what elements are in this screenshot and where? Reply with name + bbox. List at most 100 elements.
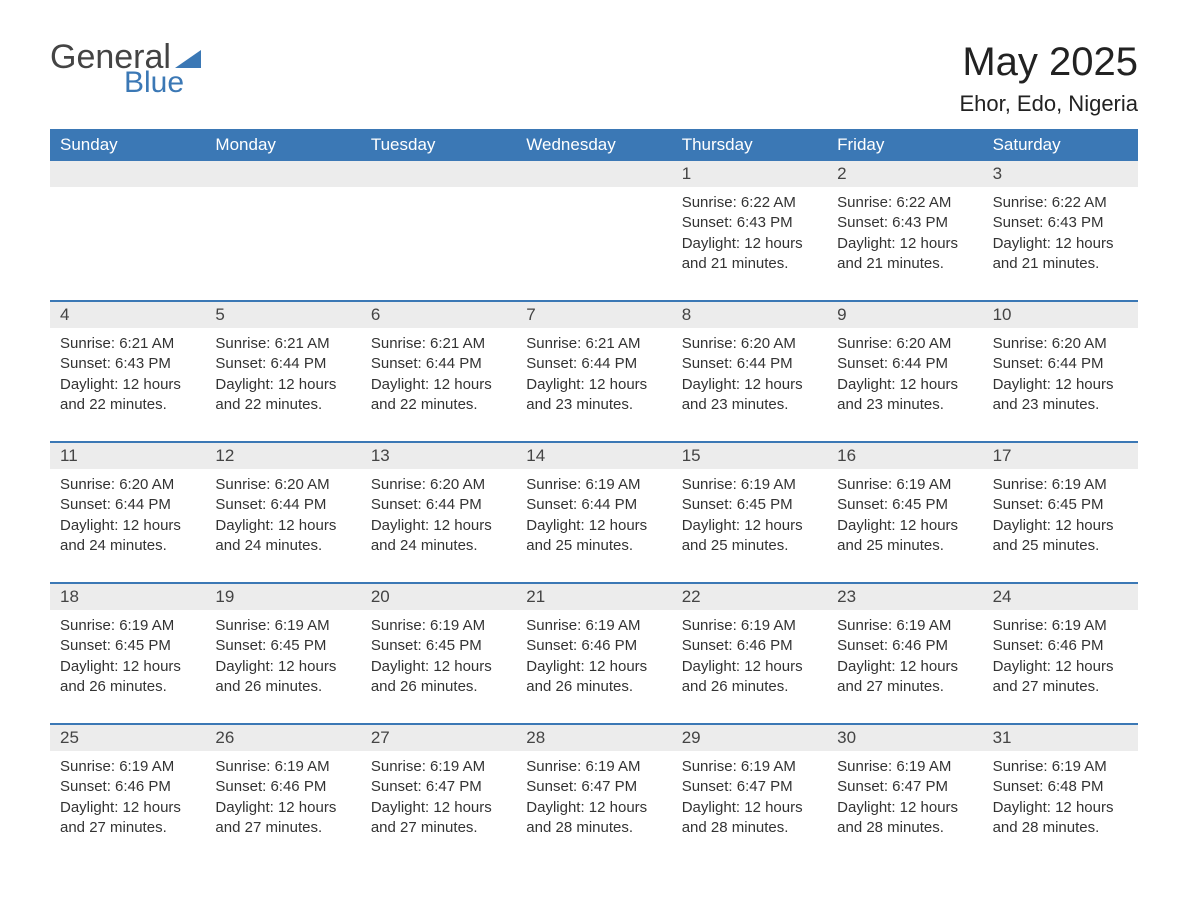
sunrise-line: Sunrise: 6:22 AM — [833, 193, 976, 213]
daylight-line: Daylight: 12 hours and 25 minutes. — [522, 516, 665, 557]
sunset-line: Sunset: 6:46 PM — [833, 636, 976, 656]
date-number: 30 — [827, 725, 982, 751]
sunrise-line: Sunrise: 6:20 AM — [211, 475, 354, 495]
day-cell: 28Sunrise: 6:19 AMSunset: 6:47 PMDayligh… — [516, 725, 671, 846]
sunrise-line: Sunrise: 6:20 AM — [833, 334, 976, 354]
logo: General Blue — [50, 40, 201, 98]
daylight-line: Daylight: 12 hours and 26 minutes. — [367, 657, 510, 698]
sunrise-line: Sunrise: 6:19 AM — [211, 757, 354, 777]
sunrise-line: Sunrise: 6:19 AM — [678, 757, 821, 777]
sunrise-line: Sunrise: 6:19 AM — [56, 616, 199, 636]
date-number: 21 — [516, 584, 671, 610]
daylight-line: Daylight: 12 hours and 23 minutes. — [678, 375, 821, 416]
daylight-line: Daylight: 12 hours and 21 minutes. — [678, 234, 821, 275]
day-cell: 31Sunrise: 6:19 AMSunset: 6:48 PMDayligh… — [983, 725, 1138, 846]
empty-date-band — [205, 161, 360, 187]
sunset-line: Sunset: 6:43 PM — [833, 213, 976, 233]
daylight-line: Daylight: 12 hours and 25 minutes. — [989, 516, 1132, 557]
date-number: 25 — [50, 725, 205, 751]
sunrise-line: Sunrise: 6:21 AM — [367, 334, 510, 354]
day-cell: 15Sunrise: 6:19 AMSunset: 6:45 PMDayligh… — [672, 443, 827, 564]
day-cell: 17Sunrise: 6:19 AMSunset: 6:45 PMDayligh… — [983, 443, 1138, 564]
daylight-line: Daylight: 12 hours and 21 minutes. — [833, 234, 976, 275]
daylight-line: Daylight: 12 hours and 28 minutes. — [678, 798, 821, 839]
day-cell: 12Sunrise: 6:20 AMSunset: 6:44 PMDayligh… — [205, 443, 360, 564]
daylight-line: Daylight: 12 hours and 27 minutes. — [833, 657, 976, 698]
week-row: 25Sunrise: 6:19 AMSunset: 6:46 PMDayligh… — [50, 723, 1138, 846]
dow-cell: Sunday — [50, 129, 205, 161]
location-text: Ehor, Edo, Nigeria — [959, 91, 1138, 117]
day-cell: 7Sunrise: 6:21 AMSunset: 6:44 PMDaylight… — [516, 302, 671, 423]
date-number: 8 — [672, 302, 827, 328]
day-cell — [205, 161, 360, 282]
date-number: 17 — [983, 443, 1138, 469]
sunset-line: Sunset: 6:44 PM — [367, 495, 510, 515]
sunset-line: Sunset: 6:47 PM — [367, 777, 510, 797]
date-number: 15 — [672, 443, 827, 469]
dow-cell: Tuesday — [361, 129, 516, 161]
daylight-line: Daylight: 12 hours and 28 minutes. — [989, 798, 1132, 839]
sunset-line: Sunset: 6:45 PM — [678, 495, 821, 515]
day-cell: 6Sunrise: 6:21 AMSunset: 6:44 PMDaylight… — [361, 302, 516, 423]
week-row: 4Sunrise: 6:21 AMSunset: 6:43 PMDaylight… — [50, 300, 1138, 423]
date-number: 29 — [672, 725, 827, 751]
sunrise-line: Sunrise: 6:19 AM — [522, 616, 665, 636]
sunset-line: Sunset: 6:44 PM — [211, 495, 354, 515]
daylight-line: Daylight: 12 hours and 27 minutes. — [989, 657, 1132, 698]
date-number: 1 — [672, 161, 827, 187]
day-cell: 30Sunrise: 6:19 AMSunset: 6:47 PMDayligh… — [827, 725, 982, 846]
sunrise-line: Sunrise: 6:22 AM — [678, 193, 821, 213]
sunrise-line: Sunrise: 6:19 AM — [989, 475, 1132, 495]
sunrise-line: Sunrise: 6:19 AM — [56, 757, 199, 777]
day-cell: 2Sunrise: 6:22 AMSunset: 6:43 PMDaylight… — [827, 161, 982, 282]
day-cell: 18Sunrise: 6:19 AMSunset: 6:45 PMDayligh… — [50, 584, 205, 705]
date-number: 20 — [361, 584, 516, 610]
date-number: 26 — [205, 725, 360, 751]
sunset-line: Sunset: 6:44 PM — [367, 354, 510, 374]
day-cell: 27Sunrise: 6:19 AMSunset: 6:47 PMDayligh… — [361, 725, 516, 846]
day-cell: 5Sunrise: 6:21 AMSunset: 6:44 PMDaylight… — [205, 302, 360, 423]
day-cell: 4Sunrise: 6:21 AMSunset: 6:43 PMDaylight… — [50, 302, 205, 423]
day-cell: 25Sunrise: 6:19 AMSunset: 6:46 PMDayligh… — [50, 725, 205, 846]
day-cell: 24Sunrise: 6:19 AMSunset: 6:46 PMDayligh… — [983, 584, 1138, 705]
date-number: 4 — [50, 302, 205, 328]
sunset-line: Sunset: 6:47 PM — [833, 777, 976, 797]
date-number: 19 — [205, 584, 360, 610]
day-cell: 13Sunrise: 6:20 AMSunset: 6:44 PMDayligh… — [361, 443, 516, 564]
date-number: 7 — [516, 302, 671, 328]
sunrise-line: Sunrise: 6:19 AM — [522, 475, 665, 495]
date-number: 11 — [50, 443, 205, 469]
daylight-line: Daylight: 12 hours and 22 minutes. — [211, 375, 354, 416]
day-cell: 9 Sunrise: 6:20 AMSunset: 6:44 PMDaylight… — [827, 302, 982, 423]
sunset-line: Sunset: 6:47 PM — [522, 777, 665, 797]
week-row: 11Sunrise: 6:20 AMSunset: 6:44 PMDayligh… — [50, 441, 1138, 564]
sunset-line: Sunset: 6:43 PM — [989, 213, 1132, 233]
day-cell: 1Sunrise: 6:22 AMSunset: 6:43 PMDaylight… — [672, 161, 827, 282]
sunset-line: Sunset: 6:44 PM — [833, 354, 976, 374]
dow-cell: Wednesday — [516, 129, 671, 161]
sunset-line: Sunset: 6:44 PM — [989, 354, 1132, 374]
sunrise-line: Sunrise: 6:22 AM — [989, 193, 1132, 213]
date-number: 16 — [827, 443, 982, 469]
day-cell: 23Sunrise: 6:19 AMSunset: 6:46 PMDayligh… — [827, 584, 982, 705]
sunset-line: Sunset: 6:44 PM — [56, 495, 199, 515]
daylight-line: Daylight: 12 hours and 24 minutes. — [211, 516, 354, 557]
daylight-line: Daylight: 12 hours and 26 minutes. — [56, 657, 199, 698]
sunrise-line: Sunrise: 6:19 AM — [833, 475, 976, 495]
daylight-line: Daylight: 12 hours and 23 minutes. — [833, 375, 976, 416]
day-cell: 3Sunrise: 6:22 AMSunset: 6:43 PMDaylight… — [983, 161, 1138, 282]
empty-date-band — [50, 161, 205, 187]
sunrise-line: Sunrise: 6:19 AM — [211, 616, 354, 636]
date-number: 28 — [516, 725, 671, 751]
daylight-line: Daylight: 12 hours and 28 minutes. — [833, 798, 976, 839]
dow-cell: Saturday — [983, 129, 1138, 161]
daylight-line: Daylight: 12 hours and 24 minutes. — [56, 516, 199, 557]
date-number: 9 — [827, 302, 982, 328]
day-cell: 29Sunrise: 6:19 AMSunset: 6:47 PMDayligh… — [672, 725, 827, 846]
day-cell: 26Sunrise: 6:19 AMSunset: 6:46 PMDayligh… — [205, 725, 360, 846]
date-number: 14 — [516, 443, 671, 469]
day-of-week-header: SundayMondayTuesdayWednesdayThursdayFrid… — [50, 129, 1138, 161]
daylight-line: Daylight: 12 hours and 21 minutes. — [989, 234, 1132, 275]
dow-cell: Monday — [205, 129, 360, 161]
date-number: 5 — [205, 302, 360, 328]
